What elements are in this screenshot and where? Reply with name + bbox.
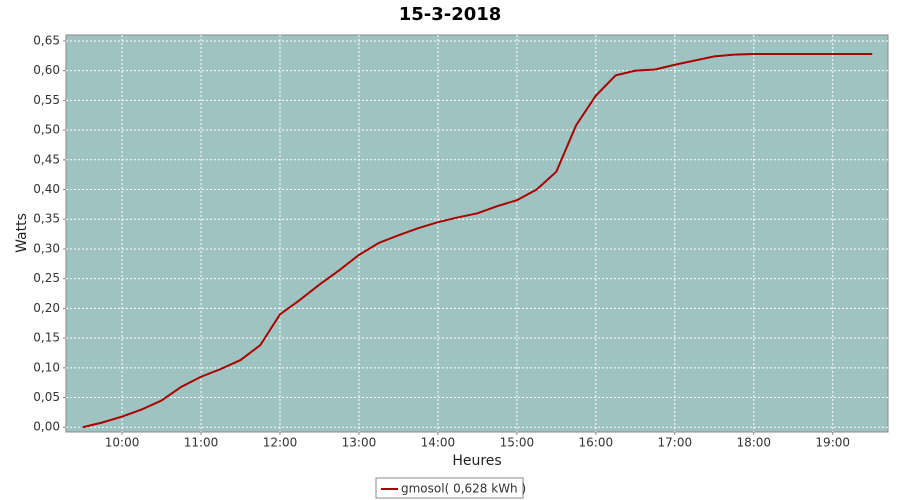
- x-tick-label: 18:00: [736, 436, 771, 450]
- y-tick-label: 0,20: [33, 301, 60, 315]
- y-tick-label: 0,15: [33, 331, 60, 345]
- y-tick-label: 0,50: [33, 123, 60, 137]
- y-tick-label: 0,45: [33, 152, 60, 166]
- x-tick-label: 15:00: [500, 436, 535, 450]
- x-tick-label: 19:00: [815, 436, 850, 450]
- legend: gmosol( 0,628 kWh ): [375, 477, 526, 499]
- y-tick-label: 0,35: [33, 212, 60, 226]
- legend-box: [375, 477, 524, 499]
- y-tick-label: 0,00: [33, 420, 60, 434]
- x-tick-label: 10:00: [105, 436, 140, 450]
- x-tick-label: 13:00: [342, 436, 377, 450]
- x-tick-label: 16:00: [579, 436, 614, 450]
- y-tick-label: 0,40: [33, 182, 60, 196]
- y-tick-label: 0,30: [33, 241, 60, 255]
- y-tick-label: 0,25: [33, 271, 60, 285]
- x-tick-label: 14:00: [421, 436, 456, 450]
- legend-label: gmosol( 0,628 kWh ): [401, 482, 526, 496]
- y-tick-label: 0,05: [33, 390, 60, 404]
- y-axis-label: Watts: [14, 213, 30, 253]
- line-series: [82, 53, 873, 429]
- plot-area: [65, 34, 889, 433]
- y-tick-label: 0,60: [33, 63, 60, 77]
- chart-title: 15-3-2018: [399, 4, 502, 25]
- x-axis-label: Heures: [452, 453, 501, 469]
- y-tick-label: 0,65: [33, 33, 60, 47]
- x-tick-label: 17:00: [658, 436, 693, 450]
- x-tick-label: 11:00: [184, 436, 219, 450]
- y-tick-label: 0,55: [33, 93, 60, 107]
- x-tick-label: 12:00: [263, 436, 298, 450]
- y-tick-label: 0,10: [33, 360, 60, 374]
